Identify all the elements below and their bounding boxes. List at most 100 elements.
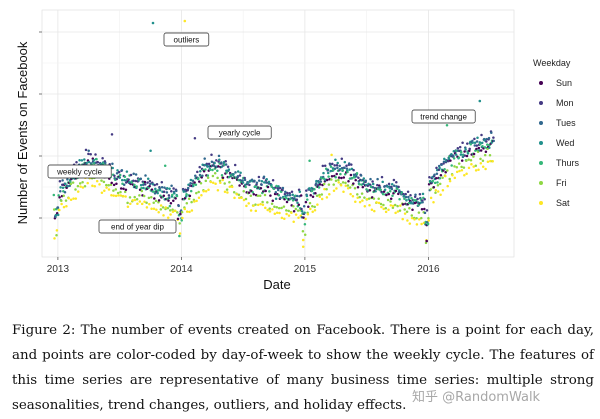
point-tues bbox=[194, 174, 197, 178]
point-sat bbox=[285, 212, 288, 216]
point-fri bbox=[195, 191, 198, 195]
point-thurs bbox=[329, 165, 333, 169]
point-tues bbox=[314, 182, 318, 185]
point-tues bbox=[255, 181, 259, 184]
point-tues bbox=[291, 196, 294, 200]
point-fri bbox=[190, 200, 193, 204]
annotation-box bbox=[98, 219, 177, 234]
point-sun bbox=[434, 176, 438, 180]
point-thurs bbox=[327, 175, 330, 178]
point-wed bbox=[386, 185, 389, 188]
point-sun bbox=[382, 190, 386, 193]
point-tues bbox=[243, 178, 247, 182]
point-wed bbox=[421, 192, 425, 196]
point-sat bbox=[219, 181, 222, 185]
point-mon bbox=[468, 147, 471, 151]
point-sun bbox=[285, 200, 289, 204]
annotations: outliers yearly cycle trend change weekly c… bbox=[47, 32, 476, 234]
point-sat bbox=[58, 208, 61, 212]
point-tues bbox=[257, 179, 261, 182]
point-fri bbox=[138, 194, 141, 197]
point-sat bbox=[368, 204, 371, 207]
point-fri bbox=[448, 177, 451, 181]
point-wed bbox=[454, 153, 458, 156]
point-mon bbox=[480, 133, 483, 137]
point-tues bbox=[220, 161, 223, 164]
x-axis-label: Date bbox=[263, 277, 290, 292]
point-tues bbox=[201, 174, 204, 177]
point-wed bbox=[338, 167, 342, 171]
point-mon bbox=[473, 137, 476, 141]
point-mon bbox=[290, 190, 294, 194]
point-wed bbox=[80, 159, 84, 162]
point-sun bbox=[309, 194, 312, 197]
point-thurs bbox=[211, 168, 214, 172]
point-sun bbox=[472, 152, 476, 156]
point-sat bbox=[188, 210, 191, 214]
point-thurs bbox=[244, 185, 247, 189]
point-tues bbox=[487, 136, 491, 140]
point-tues bbox=[120, 169, 124, 172]
point-fri bbox=[334, 179, 338, 182]
point-wed bbox=[303, 211, 306, 215]
point-sat bbox=[107, 188, 111, 191]
point-sat bbox=[273, 212, 277, 215]
point-fri bbox=[112, 189, 115, 192]
point-sun bbox=[299, 194, 303, 197]
point-wed bbox=[300, 210, 304, 213]
point-sat bbox=[275, 211, 279, 214]
point-fri bbox=[308, 201, 312, 205]
annotation-box bbox=[411, 109, 476, 124]
point-sat bbox=[373, 209, 376, 213]
point-sun bbox=[148, 184, 151, 188]
point-sat bbox=[413, 218, 416, 221]
point-thurs bbox=[69, 180, 72, 184]
point-thurs bbox=[377, 187, 380, 191]
point-fri bbox=[268, 207, 271, 210]
point-fri bbox=[457, 162, 461, 165]
point-sat bbox=[148, 202, 151, 206]
point-sat bbox=[406, 219, 409, 222]
point-tues bbox=[369, 177, 372, 181]
point-sat bbox=[221, 178, 224, 182]
point-mon bbox=[101, 156, 104, 160]
point-sat bbox=[245, 204, 248, 208]
point-fri bbox=[296, 209, 300, 212]
point-fri bbox=[348, 186, 352, 189]
point-sat bbox=[292, 220, 295, 223]
point-tues bbox=[153, 192, 157, 195]
point-fri bbox=[367, 197, 371, 200]
point-mon bbox=[210, 153, 213, 157]
point-thurs bbox=[225, 171, 228, 174]
point-wed bbox=[123, 178, 126, 182]
point-tues bbox=[260, 183, 263, 187]
point-fri bbox=[436, 184, 440, 187]
point-sat bbox=[309, 207, 312, 211]
point-wed bbox=[336, 161, 339, 165]
point-sun bbox=[460, 159, 464, 162]
point-sat bbox=[451, 173, 454, 177]
point-sat bbox=[240, 196, 243, 200]
point-tues bbox=[56, 206, 60, 209]
point-fri bbox=[353, 187, 357, 190]
point-sun bbox=[153, 197, 156, 200]
point-sun bbox=[292, 209, 296, 213]
point-mon bbox=[215, 159, 218, 162]
point-tues bbox=[224, 163, 228, 166]
point-mon bbox=[475, 144, 479, 147]
point-fri bbox=[405, 210, 409, 213]
point-sun bbox=[468, 149, 471, 153]
point-mon bbox=[110, 133, 114, 136]
point-tues bbox=[63, 191, 67, 194]
point-wed bbox=[277, 185, 280, 188]
point-thurs bbox=[152, 190, 155, 193]
point-sat bbox=[470, 163, 473, 166]
point-thurs bbox=[341, 169, 345, 172]
point-fri bbox=[417, 211, 421, 214]
point-wed bbox=[334, 158, 337, 161]
point-sun bbox=[266, 185, 270, 189]
point-fri bbox=[403, 208, 406, 211]
point-mon bbox=[94, 153, 97, 156]
point-fri bbox=[171, 208, 174, 211]
point-sat bbox=[354, 200, 357, 204]
